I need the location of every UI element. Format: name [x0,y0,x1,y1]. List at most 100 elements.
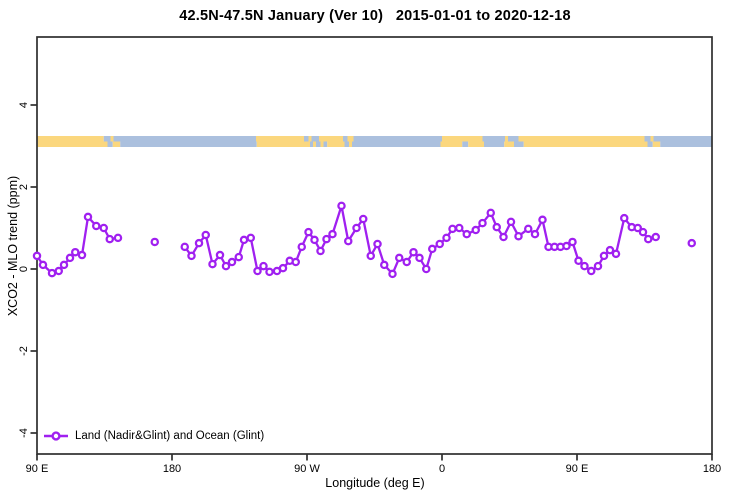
data-point [499,232,508,242]
data-point [215,250,225,260]
map-strip-land-segment [37,141,108,147]
data-point [538,215,547,225]
map-strip-land-segment [505,136,508,142]
data-point [580,261,589,271]
map-strip-ocean-segment [310,141,313,147]
data-point [394,253,404,263]
map-strip-land-segment [518,136,645,142]
map-strip-ocean-segment [660,141,712,147]
data-point [421,264,431,274]
data-point [562,241,571,251]
data-point [568,237,577,247]
data-point [524,224,533,234]
map-strip-ocean-segment [353,136,442,142]
map-strip-land-segment [327,141,345,147]
data-point [574,256,583,266]
map-strip-ocean-segment [514,141,524,147]
map-strip-ocean-segment [323,141,328,147]
data-point [221,261,231,271]
y-tick-label: 4 [18,101,30,109]
data-point [65,253,75,263]
map-strip-land-segment [110,136,114,142]
map-strip-land-segment [349,141,352,147]
map-strip-ocean-segment [113,136,256,142]
y-tick-label: -2 [18,346,30,356]
data-point [239,235,249,245]
map-strip-ocean-segment [352,141,441,147]
data-point [59,260,69,270]
data-point [278,263,288,273]
map-strip-land-segment [256,136,304,142]
data-point [227,257,237,267]
x-tick-label: 90 W [294,462,320,475]
data-point [388,269,397,279]
data-point [99,223,109,233]
data-point [486,208,495,218]
map-strip-ocean-segment [644,136,651,142]
map-strip-land-segment [112,141,121,147]
map-strip-land-segment [319,136,343,142]
data-point [113,233,123,243]
map-strip-ocean-segment [103,136,111,142]
data-point [471,225,480,235]
data-point [427,244,437,254]
data-point [611,249,621,259]
data-point [373,239,382,249]
data-point [514,231,523,241]
data-point [322,234,331,244]
legend-label: Land (Nadir&Glint) and Ocean (Glint) [75,430,265,442]
data-point [337,201,346,211]
map-strip-land-segment [256,141,310,147]
data-point [687,238,697,248]
data-point [328,229,337,239]
data-point [291,257,300,267]
map-strip-land-segment [320,141,324,147]
data-point [448,224,457,234]
data-point [32,251,42,261]
data-point [415,253,424,263]
data-point [462,229,471,239]
data-point [587,266,596,276]
x-tick-label: 180 [162,462,182,475]
map-strip-ocean-segment [344,141,349,147]
data-point [358,214,368,224]
map-strip-land-segment [504,141,514,147]
y-axis-title: XCO2 - MLO trend (ppm) [6,175,20,317]
data-point [310,235,319,245]
data-point [297,242,306,252]
data-point [454,223,464,233]
y-tick-label: -4 [18,428,30,438]
x-tick-label: 180 [702,462,722,475]
data-point [506,217,516,227]
x-axis-title: Longitude (deg E) [325,476,425,490]
x-tick-label: 90 E [25,462,49,475]
legend-marker-icon [51,431,61,441]
data-point [105,234,115,244]
data-point [644,234,653,244]
map-strip-ocean-segment [311,136,319,142]
data-point [402,257,411,267]
data-point [92,221,101,231]
chart-title: 42.5N-47.5N January (Ver 10) 2015-01-01 … [179,8,571,24]
map-strip-ocean-segment [107,141,113,147]
data-point [409,247,418,257]
data-point [246,233,255,243]
data-point [187,251,196,261]
map-strip-ocean-segment [482,136,505,142]
map-strip-land-segment [442,136,483,142]
data-point [379,260,389,270]
data-point [180,242,189,252]
map-strip-ocean-segment [647,141,653,147]
data-point [77,250,87,260]
data-point [478,218,487,228]
data-point [633,223,643,233]
data-point [150,237,159,247]
y-tick-label: 2 [18,183,30,191]
data-point [492,222,501,232]
y-tick-label: 0 [18,265,30,273]
x-tick-label: 90 E [565,462,589,475]
data-point [638,227,648,237]
map-strip-land-segment [308,136,312,142]
data-point [201,230,210,240]
